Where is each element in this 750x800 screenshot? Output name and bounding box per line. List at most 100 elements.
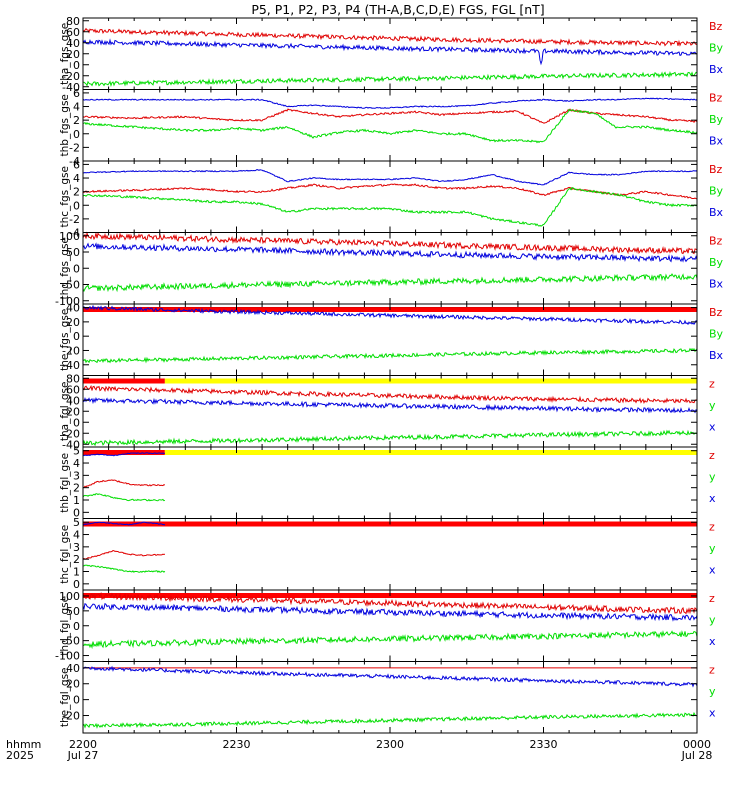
series-line-thc_fgl_gse-z	[82, 549, 166, 560]
y-tick-label: -20	[62, 70, 80, 83]
series-line-thc_fgs_gse-Bx	[83, 169, 698, 186]
status-bar-segment-1	[164, 450, 697, 455]
y-axis-label: tha_fgl_gse	[59, 382, 71, 442]
y-tick-label: -100	[55, 295, 80, 308]
y-tick-label: -40	[62, 359, 80, 372]
y-tick-label: 40	[66, 37, 80, 50]
legend-x: x	[709, 635, 716, 648]
x-tick-sublabel: Jul 27	[67, 749, 99, 762]
legend-By: By	[709, 328, 724, 341]
y-tick-label: -2	[69, 213, 80, 226]
status-bar-segment-1	[164, 378, 697, 384]
legend-By: By	[709, 185, 724, 198]
series-line-thd_fgl_gse-y	[82, 630, 698, 650]
legend-z: z	[709, 521, 715, 534]
panel-frame	[82, 446, 698, 519]
series-line-tha_fgs_gse-By	[83, 71, 698, 88]
series-line-thc_fgl_gse-y	[83, 564, 166, 573]
legend-x: x	[709, 564, 716, 577]
legend-y: y	[709, 471, 716, 484]
y-tick-label: 50	[66, 246, 80, 259]
series-line-tha_fgl_gse-z	[82, 384, 698, 405]
y-axis-label: the_fgl_gse	[59, 667, 71, 727]
y-tick-label: 40	[66, 302, 80, 315]
series-line-thb_fgs_gse-Bx	[82, 97, 698, 109]
series-line-thd_fgl_gse-z	[82, 591, 698, 615]
chart-title: P5, P1, P2, P3, P4 (TH-A,B,C,D,E) FGS, F…	[251, 2, 544, 17]
series-line-thb_fgl_gse-x	[82, 452, 165, 457]
legend-y: y	[709, 685, 716, 698]
legend-z: z	[709, 449, 715, 462]
legend-y: y	[709, 399, 716, 412]
series-line-the_fgl_gse-y	[82, 711, 698, 729]
y-tick-label: 4	[73, 457, 80, 470]
legend-By: By	[709, 42, 724, 55]
x-tick-label: 2200	[69, 738, 97, 751]
y-tick-label: 6	[73, 87, 80, 100]
legend-Bx: Bx	[709, 278, 724, 291]
y-tick-label: 20	[66, 405, 80, 418]
y-tick-label: 100	[59, 230, 80, 243]
y-tick-label: 40	[66, 662, 80, 675]
legend-Bz: Bz	[709, 163, 723, 176]
legend-x: x	[709, 421, 716, 434]
series-line-thb_fgs_gse-By	[82, 108, 698, 144]
series-line-the_fgs_gse-Bx	[82, 304, 698, 326]
x-axis-year-label: 2025	[6, 749, 34, 762]
y-axis-label: thb_fgl_gse	[59, 453, 71, 513]
y-axis-label: thb_fgs_gse	[59, 94, 71, 156]
legend-Bx: Bx	[709, 206, 724, 219]
x-axis-row-label: hhmm	[6, 738, 41, 751]
panel-frame	[82, 160, 698, 233]
x-tick-label: 0000	[683, 738, 711, 751]
y-tick-label: 40	[66, 394, 80, 407]
y-tick-label: -40	[62, 81, 80, 94]
y-tick-label: 60	[66, 383, 80, 396]
y-tick-label: 0	[73, 59, 80, 72]
y-tick-label: 2	[73, 186, 80, 199]
y-tick-label: 3	[73, 469, 80, 482]
series-line-thc_fgs_gse-By	[82, 187, 698, 227]
y-tick-label: 20	[66, 316, 80, 329]
legend-y: y	[709, 542, 716, 555]
y-axis-label: thc_fgs_gse	[59, 166, 71, 227]
y-tick-label: 50	[66, 605, 80, 618]
panel-frame	[82, 518, 698, 591]
y-tick-label: 0	[73, 578, 80, 591]
legend-Bz: Bz	[709, 306, 723, 319]
y-tick-label: 0	[73, 506, 80, 519]
legend-By: By	[709, 256, 724, 269]
series-line-thb_fgl_gse-y	[82, 493, 166, 502]
status-bar-segment-0	[83, 450, 165, 455]
legend-Bx: Bx	[709, 63, 724, 76]
y-tick-label: 1	[73, 566, 80, 579]
y-axis-label: thd_fgs_gse	[59, 237, 71, 299]
legend-z: z	[709, 592, 715, 605]
series-line-the_fgs_gse-By	[82, 347, 698, 364]
y-tick-label: 5	[73, 516, 80, 529]
series-line-thc_fgl_gse-x	[82, 521, 166, 526]
series-line-tha_fgl_gse-y	[82, 429, 698, 447]
legend-Bz: Bz	[709, 92, 723, 105]
x-tick-label: 2300	[376, 738, 404, 751]
x-tick-label: 2230	[223, 738, 251, 751]
y-tick-label: 1	[73, 494, 80, 507]
y-axis-label: thd_fgl_gse	[59, 596, 71, 656]
legend-y: y	[709, 614, 716, 627]
legend-Bz: Bz	[709, 20, 723, 33]
legend-z: z	[709, 378, 715, 391]
legend-x: x	[709, 707, 716, 720]
y-axis-label: thc_fgl_gse	[59, 525, 71, 584]
series-line-thd_fgs_gse-Bz	[82, 231, 698, 255]
y-axis-label: the_fgs_gse	[59, 309, 71, 371]
